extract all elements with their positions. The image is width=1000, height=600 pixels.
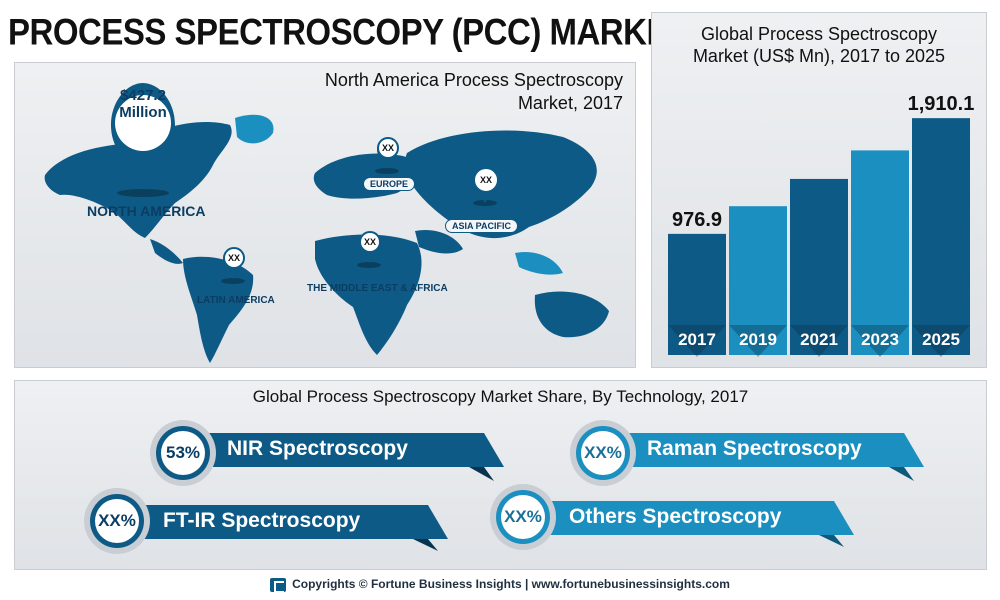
footer-text: Copyrights © Fortune Business Insights |…	[292, 577, 730, 591]
tick-label-2021: 2021	[800, 330, 838, 349]
share-label-others: Others Spectroscopy	[569, 505, 782, 528]
share-panel: Global Process Spectroscopy Market Share…	[14, 380, 987, 570]
page-title: PROCESS SPECTROSCOPY (PCC) MARKET	[8, 10, 688, 53]
share-label-raman: Raman Spectroscopy	[647, 437, 862, 460]
share-pct-ftir: XX%	[98, 511, 136, 530]
share-item-raman: XX% Raman Spectroscopy	[569, 419, 929, 489]
share-pct-raman: XX%	[584, 443, 622, 462]
chart-title-line1: Global Process Spectroscopy	[700, 24, 938, 44]
tick-label-2017: 2017	[678, 330, 716, 349]
bar-fold-2019	[729, 325, 787, 357]
share-item-ftir: XX% FT-IR Spectroscopy	[83, 485, 463, 555]
map-asia	[405, 130, 597, 239]
bar-2019	[729, 206, 787, 355]
tick-label-2019: 2019	[739, 330, 777, 349]
latin-america-label: LATIN AMERICA	[197, 295, 275, 306]
chart-title: Global Process Spectroscopy Market (US$ …	[652, 23, 986, 67]
europe-value: XX	[377, 137, 399, 159]
tick-label-2023: 2023	[861, 330, 899, 349]
map-panel: North America Process Spectroscopy Marke…	[14, 62, 636, 368]
bar-chart: 2017 976.9 2019 2021 2023 2025 1,910.1	[668, 93, 975, 357]
share-label-ftir: FT-IR Spectroscopy	[163, 509, 361, 532]
map-africa	[315, 234, 422, 355]
map-southeast-asia	[515, 251, 563, 275]
share-title: Global Process Spectroscopy Market Share…	[252, 387, 749, 406]
share-ribbon-nir	[150, 420, 504, 486]
bar-fold-2017	[668, 325, 726, 357]
share-ribbon-ftir	[84, 488, 448, 554]
bar-fold-2021	[790, 325, 848, 357]
bar-fold-2023	[851, 325, 909, 357]
map-greenland	[235, 114, 274, 144]
north-america-value: $427.2 Million	[115, 87, 171, 121]
chart-panel: Global Process Spectroscopy Market (US$ …	[651, 12, 987, 368]
bar-fold-2025	[912, 325, 970, 357]
middle-east-africa-value: XX	[359, 231, 381, 253]
data-label-2025: 1,910.1	[908, 93, 975, 115]
chart-title-line2: Market (US$ Mn), 2017 to 2025	[692, 46, 946, 66]
share-ribbon-raman	[570, 420, 924, 486]
map-title-line1: North America Process Spectroscopy	[324, 70, 623, 90]
share-pct-nir: 53%	[165, 443, 201, 462]
asia-pacific-label: ASIA PACIFIC	[445, 219, 519, 233]
bar-2017	[668, 233, 726, 355]
map-north-america	[44, 122, 232, 238]
share-item-nir: 53% NIR Spectroscopy	[149, 419, 509, 489]
bar-2023	[851, 150, 909, 355]
bar-2025	[912, 118, 970, 355]
map-middle-east	[415, 229, 463, 254]
tick-label-2025: 2025	[922, 330, 960, 349]
share-item-others: XX% Others Spectroscopy	[489, 481, 869, 551]
map-title: North America Process Spectroscopy Marke…	[325, 69, 623, 115]
map-australia	[534, 291, 609, 338]
share-pct-others: XX%	[504, 507, 542, 526]
north-america-amount: $427.2	[120, 87, 166, 104]
asia-pacific-value: XX	[473, 167, 499, 193]
bar-2021	[790, 178, 848, 355]
north-america-label: NORTH AMERICA	[87, 203, 206, 219]
map-latin-america	[183, 256, 254, 363]
latin-america-value: XX	[223, 247, 245, 269]
europe-label: EUROPE	[363, 177, 416, 191]
middle-east-africa-label: THE MIDDLE EAST & AFRICA	[307, 283, 448, 294]
map-central-america	[150, 239, 183, 264]
map-title-line2: Market, 2017	[517, 93, 623, 113]
north-america-unit: Million	[119, 104, 167, 121]
data-label-2017: 976.9	[672, 209, 722, 231]
share-label-nir: NIR Spectroscopy	[227, 437, 408, 460]
fbi-logo-icon	[270, 577, 287, 593]
footer: Copyrights © Fortune Business Insights |…	[0, 573, 1000, 595]
share-ribbon-others	[490, 484, 854, 550]
world-map	[44, 83, 609, 363]
